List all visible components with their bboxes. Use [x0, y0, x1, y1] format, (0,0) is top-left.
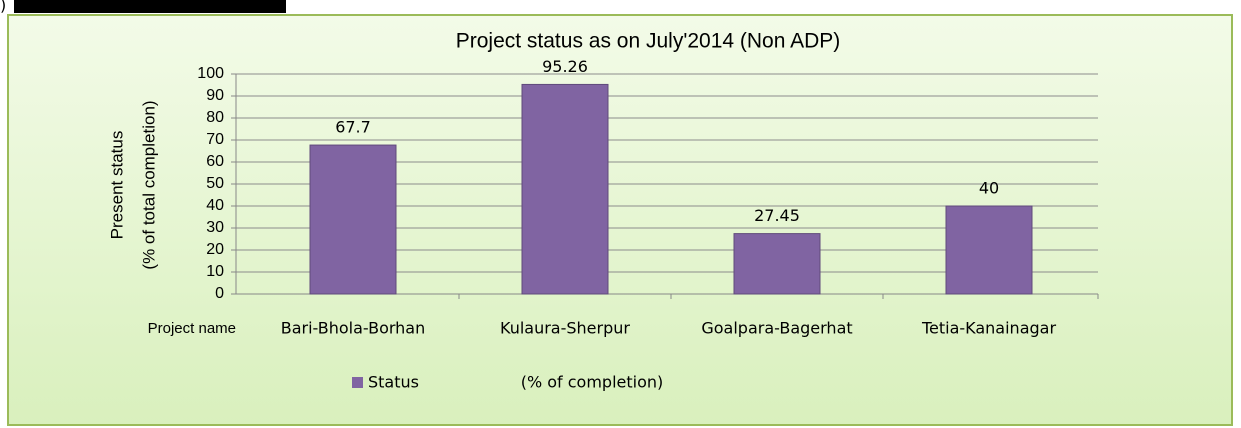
chart-title: Project status as on July'2014 (Non ADP) — [456, 30, 841, 53]
y-axis-label: (% of total completion) — [139, 100, 158, 269]
redaction — [14, 0, 286, 13]
y-tick-label: 100 — [197, 65, 224, 82]
y-tick-label: 0 — [215, 285, 224, 302]
y-tick-label: 50 — [206, 175, 224, 192]
y-tick-label: 10 — [206, 263, 224, 280]
y-tick-label: 20 — [206, 241, 224, 258]
y-axis-label: Present status — [107, 131, 126, 240]
x-tick-label: Tetia-Kanainagar — [921, 319, 1057, 338]
x-tick-label: Goalpara-Bagerhat — [701, 319, 852, 338]
y-tick-label: 40 — [206, 197, 224, 214]
data-label: 95.26 — [542, 57, 588, 76]
data-label: 67.7 — [335, 118, 371, 137]
bar — [945, 205, 1033, 295]
bar — [733, 233, 821, 295]
legend-label: Status (% of completion) — [368, 373, 663, 392]
x-axis-label: Project name — [148, 320, 236, 337]
data-label: 40 — [979, 179, 999, 198]
y-tick-label: 90 — [206, 87, 224, 104]
bar — [521, 83, 609, 295]
y-tick-label: 30 — [206, 219, 224, 236]
prefix: ) — [0, 0, 6, 15]
y-tick-label: 80 — [206, 109, 224, 126]
legend-swatch — [352, 377, 363, 388]
y-tick-label: 70 — [206, 131, 224, 148]
x-tick-label: Bari-Bhola-Borhan — [281, 319, 426, 338]
y-tick-label: 60 — [206, 153, 224, 170]
data-label: 27.45 — [754, 206, 800, 225]
x-tick-label: Kulaura-Sherpur — [500, 319, 630, 338]
chart-area — [7, 14, 1233, 426]
bar — [309, 144, 397, 295]
